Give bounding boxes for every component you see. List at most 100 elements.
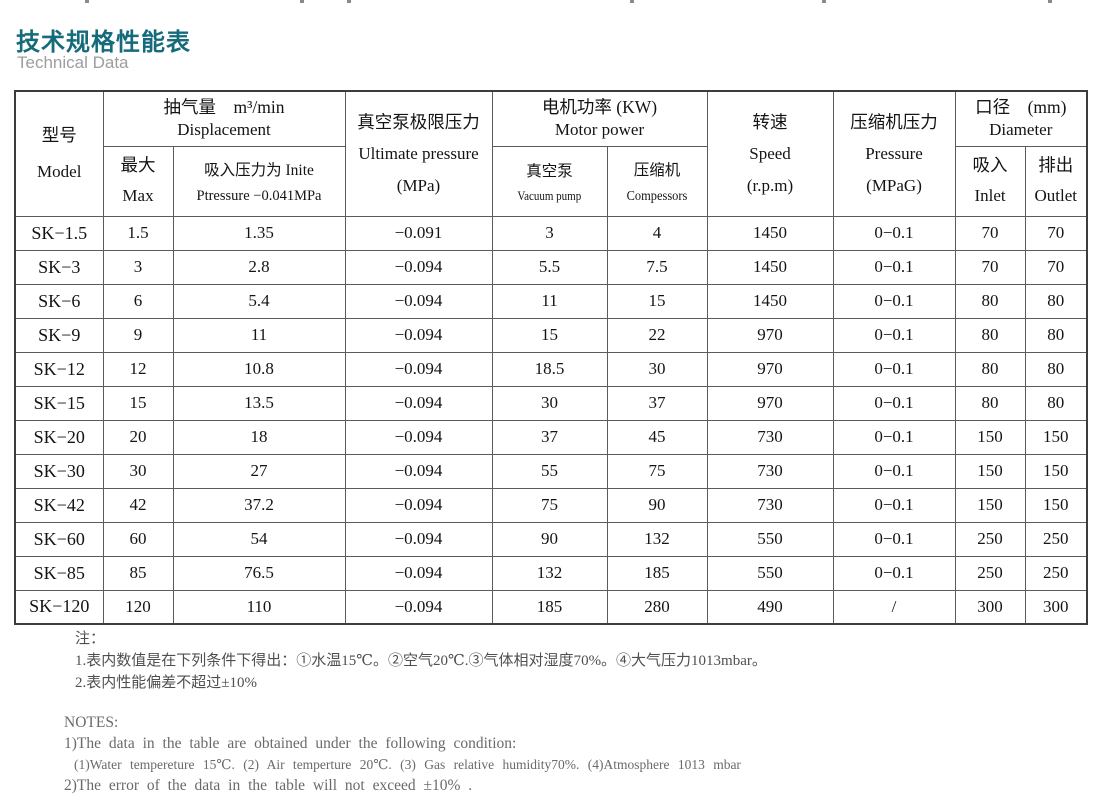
clipped-text-artifact	[347, 0, 351, 3]
cell-inlet: 80	[954, 317, 1026, 353]
cell-outlet: 150	[1024, 487, 1088, 523]
cell-max: 1.5	[102, 215, 174, 251]
technical-data-table: 型号 Model 抽气量 m³/min Displacement 真空泵极限压力…	[14, 90, 1089, 625]
cell-vacuum-power: 15	[491, 317, 608, 353]
cell-max: 20	[102, 419, 174, 455]
notes-chinese: 注： 1.表内数值是在下列条件下得出：①水温15℃。②空气20℃.③气体相对湿度…	[75, 628, 767, 694]
table-row: SK−42 42 37.2 −0.094 75 90 730 0−0.1 150…	[14, 487, 1088, 523]
cell-pressure: 0−0.1	[832, 215, 956, 251]
cell-compressor-power: 132	[606, 521, 708, 557]
cell-max: 60	[102, 521, 174, 557]
notes-en-line2: (1)Water tempereture 15℃. (2) Air temper…	[74, 757, 741, 772]
cell-ultimate-pressure: −0.094	[344, 589, 493, 625]
cell-pressure: 0−0.1	[832, 385, 956, 421]
col-group-diameter-en: Diameter	[989, 120, 1053, 140]
cell-model: SK−20	[14, 419, 104, 455]
cell-suction-capacity: 27	[172, 453, 346, 489]
cell-vacuum-power: 5.5	[491, 249, 608, 285]
cell-ultimate-pressure: −0.091	[344, 215, 493, 251]
col-header-max-cn: 最大	[120, 155, 156, 176]
cell-suction-capacity: 54	[172, 521, 346, 557]
cell-ultimate-pressure: −0.094	[344, 249, 493, 285]
notes-english: NOTES: 1)The data in the table are obtai…	[64, 712, 741, 796]
cell-model: SK−85	[14, 555, 104, 591]
col-header-speed-cn: 转速	[752, 111, 788, 132]
col-group-displacement-en: Displacement	[177, 120, 271, 140]
table-row: SK−6 6 5.4 −0.094 11 15 1450 0−0.1 80 80	[14, 283, 1088, 319]
cell-speed: 970	[706, 317, 834, 353]
cell-outlet: 70	[1024, 215, 1088, 251]
col-header-outlet-cn: 排出	[1038, 155, 1074, 176]
notes-cn-line1: 1.表内数值是在下列条件下得出：①水温15℃。②空气20℃.③气体相对湿度70%…	[75, 653, 767, 669]
col-header-inlet-en: Inlet	[974, 186, 1006, 206]
col-header-compressor-en: Compessors	[626, 188, 688, 203]
notes-en-label: NOTES:	[64, 714, 119, 731]
cell-inlet: 250	[954, 521, 1026, 557]
cell-suction-capacity: 18	[172, 419, 346, 455]
cell-pressure: 0−0.1	[832, 521, 956, 557]
col-header-pressure-en: Pressure	[865, 144, 923, 164]
cell-pressure: 0−0.1	[832, 249, 956, 285]
cell-suction-capacity: 2.8	[172, 249, 346, 285]
col-header-inlet-cn: 吸入	[972, 155, 1008, 176]
cell-model: SK−60	[14, 521, 104, 557]
header-row-1: 型号 Model 抽气量 m³/min Displacement 真空泵极限压力…	[14, 90, 1088, 217]
cell-speed: 1450	[706, 249, 834, 285]
cell-max: 15	[102, 385, 174, 421]
cell-ultimate-pressure: −0.094	[344, 385, 493, 421]
table-row: SK−9 9 11 −0.094 15 22 970 0−0.1 80 80	[14, 317, 1088, 353]
col-header-ultimate-en: Ultimate pressure	[358, 144, 479, 164]
cell-max: 9	[102, 317, 174, 353]
cell-model: SK−6	[14, 283, 104, 319]
col-header-inlet: 吸入 Inlet	[954, 145, 1026, 217]
cell-pressure: 0−0.1	[832, 351, 956, 387]
clipped-text-artifact	[822, 0, 826, 3]
cell-suction-capacity: 76.5	[172, 555, 346, 591]
cell-compressor-power: 37	[606, 385, 708, 421]
cell-suction-capacity: 11	[172, 317, 346, 353]
cell-pressure: 0−0.1	[832, 317, 956, 353]
cell-vacuum-power: 11	[491, 283, 608, 319]
notes-cn-line2: 2.表内性能偏差不超过±10%	[75, 675, 257, 691]
cell-inlet: 150	[954, 453, 1026, 489]
cell-vacuum-power: 37	[491, 419, 608, 455]
table-row: SK−12 12 10.8 −0.094 18.5 30 970 0−0.1 8…	[14, 351, 1088, 387]
clipped-text-artifact	[85, 0, 89, 3]
col-header-ultimate-pressure: 真空泵极限压力 Ultimate pressure (MPa)	[344, 90, 493, 217]
cell-suction-capacity: 37.2	[172, 487, 346, 523]
cell-inlet: 250	[954, 555, 1026, 591]
cell-inlet: 80	[954, 351, 1026, 387]
cell-ultimate-pressure: −0.094	[344, 419, 493, 455]
cell-speed: 970	[706, 351, 834, 387]
cell-outlet: 80	[1024, 385, 1088, 421]
cell-max: 12	[102, 351, 174, 387]
header-row-2: 最大 Max 吸入压力为 Inite Ptressure −0.041MPa 真…	[15, 145, 1088, 217]
col-header-suction-line1: 吸入压力为 Inite	[204, 161, 314, 179]
cell-inlet: 70	[954, 249, 1026, 285]
col-group-displacement-cn: 抽气量 m³/min	[163, 97, 285, 118]
cell-compressor-power: 45	[606, 419, 708, 455]
cell-vacuum-power: 55	[491, 453, 608, 489]
clipped-text-artifact	[1048, 0, 1052, 3]
cell-compressor-power: 75	[606, 453, 708, 489]
cell-outlet: 300	[1024, 589, 1088, 625]
table-row: SK−1.5 1.5 1.35 −0.091 3 4 1450 0−0.1 70…	[14, 215, 1088, 251]
cell-outlet: 80	[1024, 283, 1088, 319]
table-row: SK−30 30 27 −0.094 55 75 730 0−0.1 150 1…	[14, 453, 1088, 489]
notes-cn-label: 注：	[75, 631, 106, 647]
cell-ultimate-pressure: −0.094	[344, 351, 493, 387]
cell-pressure: 0−0.1	[832, 487, 956, 523]
cell-suction-capacity: 13.5	[172, 385, 346, 421]
table-row: SK−20 20 18 −0.094 37 45 730 0−0.1 150 1…	[14, 419, 1088, 455]
cell-vacuum-power: 75	[491, 487, 608, 523]
table-row: SK−120 120 110 −0.094 185 280 490 / 300 …	[14, 589, 1088, 625]
cell-compressor-power: 15	[606, 283, 708, 319]
col-header-model-en: Model	[37, 162, 82, 182]
col-header-vacuum-en: Vacuum pump	[517, 188, 582, 203]
clipped-text-artifact	[300, 0, 304, 3]
cell-ultimate-pressure: −0.094	[344, 487, 493, 523]
cell-outlet: 250	[1024, 555, 1088, 591]
col-group-motor-en: Motor power	[554, 120, 645, 140]
col-group-motor-power: 电机功率 (KW) Motor power	[491, 90, 708, 147]
cell-max: 6	[102, 283, 174, 319]
